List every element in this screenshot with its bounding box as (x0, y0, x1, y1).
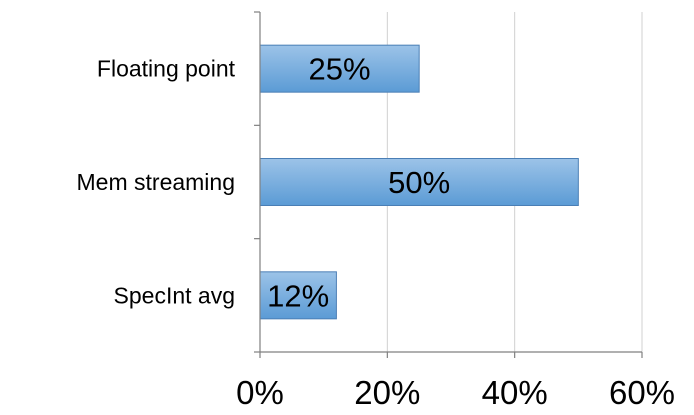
x-tick-label-20: 20% (354, 374, 420, 411)
x-tick-label-40: 40% (482, 374, 548, 411)
data-label-specint-avg: 12% (267, 278, 329, 313)
category-label-mem-streaming: Mem streaming (77, 169, 235, 195)
data-label-mem-streaming: 50% (388, 165, 450, 200)
data-label-floating-point: 25% (309, 52, 371, 87)
bar-specint-avg (259, 271, 337, 320)
x-tick-label-60: 60% (609, 374, 675, 411)
category-label-specint-avg: SpecInt avg (114, 282, 235, 308)
category-label-floating-point: Floating point (97, 56, 236, 82)
labels: 25% Floating point 50% Mem streaming 12% Spec… (77, 52, 676, 411)
axes (254, 11, 643, 358)
bars (259, 44, 579, 320)
bar-floating-point (259, 44, 420, 93)
bar-mem-streaming (259, 158, 579, 206)
x-tick-label-0: 0% (236, 374, 284, 411)
